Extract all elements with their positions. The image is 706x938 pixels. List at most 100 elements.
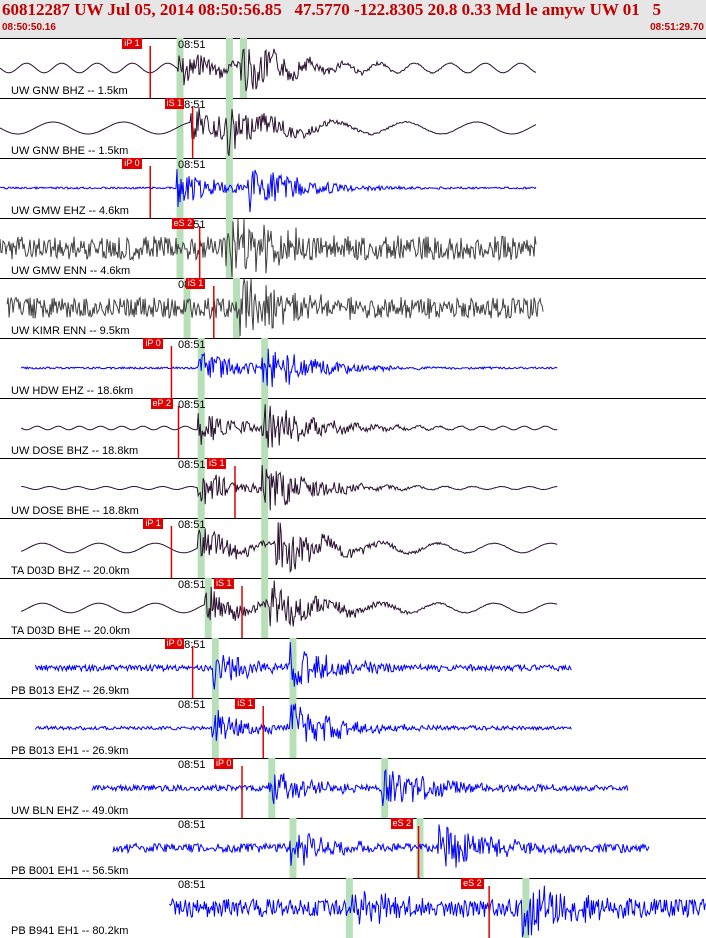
seismogram-plot: [0, 218, 537, 278]
phase-pick-label[interactable]: iP 0: [122, 158, 142, 169]
phase-pick-label[interactable]: iP 1: [143, 518, 163, 529]
station-label: UW GMW EHZ -- 4.6km: [10, 205, 130, 217]
station-label: UW DOSE BHE -- 18.8km: [10, 505, 140, 517]
seismogram-panel[interactable]: 08:51 iS 1 UW DOSE BHE -- 18.8km: [0, 458, 706, 518]
station-label: UW HDW EHZ -- 18.6km: [10, 385, 135, 397]
phase-pick-label[interactable]: iS 1: [164, 98, 185, 109]
panel-divider: [0, 518, 706, 519]
seismogram-plot: [112, 818, 650, 878]
phase-pick-label[interactable]: iP 1: [122, 38, 142, 49]
waveform-trace: [21, 522, 558, 574]
panel-divider: [0, 158, 706, 159]
seismogram-panel[interactable]: 08:51 iP 1 TA D03D BHZ -- 20.0km: [0, 518, 706, 578]
panel-divider: [0, 758, 706, 759]
phase-pick-label[interactable]: iS 1: [214, 578, 234, 589]
seismogram-panel[interactable]: 08:51 iP 0 PB B013 EHZ -- 26.9km: [0, 638, 706, 698]
seismogram-panel[interactable]: 08:51 iP 0 UW GMW EHZ -- 4.6km: [0, 158, 706, 218]
seismogram-panels: 08:51 iP 1 UW GNW BHZ -- 1.5km 08:51 iS 1 UW …: [0, 38, 706, 938]
phase-pick-label[interactable]: iP 0: [214, 758, 234, 769]
waveform-trace: [169, 885, 706, 938]
time-tick-label: 08:51: [178, 339, 206, 351]
time-tick-label: 08:51: [178, 639, 206, 651]
phase-pick-label[interactable]: iP 0: [143, 338, 163, 349]
waveform-trace: [34, 703, 572, 742]
phase-pick-label[interactable]: iP 0: [164, 638, 184, 649]
phase-pick-label[interactable]: iS 1: [235, 698, 255, 709]
time-tick-label: 08:51: [178, 759, 206, 771]
station-label: UW BLN EHZ -- 49.0km: [10, 805, 130, 817]
analysis-window-bar: [522, 878, 530, 938]
window-end-time: 08:51:29.70: [650, 22, 704, 33]
waveform-trace: [91, 768, 629, 806]
header-bar: 60812287 UW Jul 05, 2014 08:50:56.85 47.…: [0, 0, 706, 38]
analysis-window-bar: [261, 518, 269, 578]
waveform-trace: [21, 580, 558, 627]
phase-pick-label[interactable]: eS 2: [461, 878, 484, 889]
seismogram-plot: [91, 758, 629, 818]
analysis-window-bar: [197, 458, 205, 518]
phase-pick-label[interactable]: iS 1: [185, 278, 206, 289]
panel-divider: [0, 398, 706, 399]
phase-pick-label[interactable]: eP 2: [150, 398, 173, 409]
seismogram-plot: [21, 458, 558, 518]
panel-divider: [0, 218, 706, 219]
waveform-trace: [20, 348, 558, 388]
analysis-window-bar: [204, 578, 212, 638]
seismogram-panel[interactable]: 08:51 iP 0 UW HDW EHZ -- 18.6km: [0, 338, 706, 398]
analysis-window-bar: [289, 698, 297, 758]
seismogram-panel[interactable]: 08:51 eS 2 PB B941 EH1 -- 80.2km: [0, 878, 706, 938]
station-label: UW DOSE BHZ -- 18.8km: [10, 445, 140, 457]
panel-divider: [0, 38, 706, 39]
phase-pick-label[interactable]: eS 2: [390, 818, 414, 829]
analysis-window-bar: [261, 458, 269, 518]
station-label: UW GNW BHE -- 1.5km: [10, 145, 130, 157]
time-tick-label: 08:51: [178, 159, 206, 171]
analysis-window-bar: [261, 578, 269, 638]
time-tick-label: 08:51: [178, 99, 206, 111]
analysis-window-bar: [211, 698, 219, 758]
seismogram-plot: [0, 38, 537, 98]
panel-divider: [0, 98, 706, 99]
station-label: PB B941 EH1 -- 80.2km: [10, 925, 130, 937]
analysis-window-bar: [176, 158, 184, 218]
station-label: PB B001 EH1 -- 56.5km: [10, 865, 130, 877]
analysis-window-bar: [261, 398, 269, 458]
seismogram-panel[interactable]: 08:51 iS 1 PB B013 EH1 -- 26.9km: [0, 698, 706, 758]
waveform-trace: [0, 48, 537, 92]
time-tick-label: 08:51: [178, 879, 206, 891]
phase-pick-label[interactable]: eS 2: [171, 218, 195, 229]
panel-divider: [0, 458, 706, 459]
seismogram-plot: [21, 518, 558, 578]
seismogram-panel[interactable]: 08:51 eS 2 PB B001 EH1 -- 56.5km: [0, 818, 706, 878]
waveform-trace: [21, 465, 558, 511]
seismogram-plot: [21, 578, 558, 638]
panel-divider: [0, 338, 706, 339]
station-label: TA D03D BHZ -- 20.0km: [10, 565, 131, 577]
waveform-trace: [0, 218, 537, 278]
time-tick-label: 08:51: [178, 39, 206, 51]
time-tick-label: 08:51: [178, 579, 206, 591]
window-start-time: 08:50:50.16: [2, 22, 56, 33]
phase-pick-label[interactable]: iS 1: [206, 458, 227, 469]
analysis-window-bar: [211, 638, 219, 698]
panel-divider: [0, 878, 706, 879]
seismogram-panel[interactable]: 08:51 iP 1 UW GNW BHZ -- 1.5km: [0, 38, 706, 98]
station-label: TA D03D BHE -- 20.0km: [10, 625, 131, 637]
seismogram-panel[interactable]: 08:51 eP 2 UW DOSE BHZ -- 18.8km: [0, 398, 706, 458]
time-tick-label: 08:51: [178, 819, 206, 831]
seismogram-panel[interactable]: 08:51 iS 1 UW GNW BHE -- 1.5km: [0, 98, 706, 158]
station-label: UW GNW BHZ -- 1.5km: [10, 85, 129, 97]
seismogram-panel[interactable]: 08:51 iP 0 UW BLN EHZ -- 49.0km: [0, 758, 706, 818]
station-label: PB B013 EH1 -- 26.9km: [10, 745, 130, 757]
analysis-window-bar: [416, 818, 424, 878]
waveform-trace: [20, 404, 558, 448]
seismogram-plot: [169, 878, 706, 938]
seismogram-plot: [34, 698, 572, 758]
time-tick-label: 08:51: [178, 519, 206, 531]
seismogram-panel[interactable]: 08:51 iS 1 TA D03D BHE -- 20.0km: [0, 578, 706, 638]
seismogram-plot: [34, 638, 572, 698]
panel-divider: [0, 278, 706, 279]
analysis-window-bar: [225, 98, 233, 158]
